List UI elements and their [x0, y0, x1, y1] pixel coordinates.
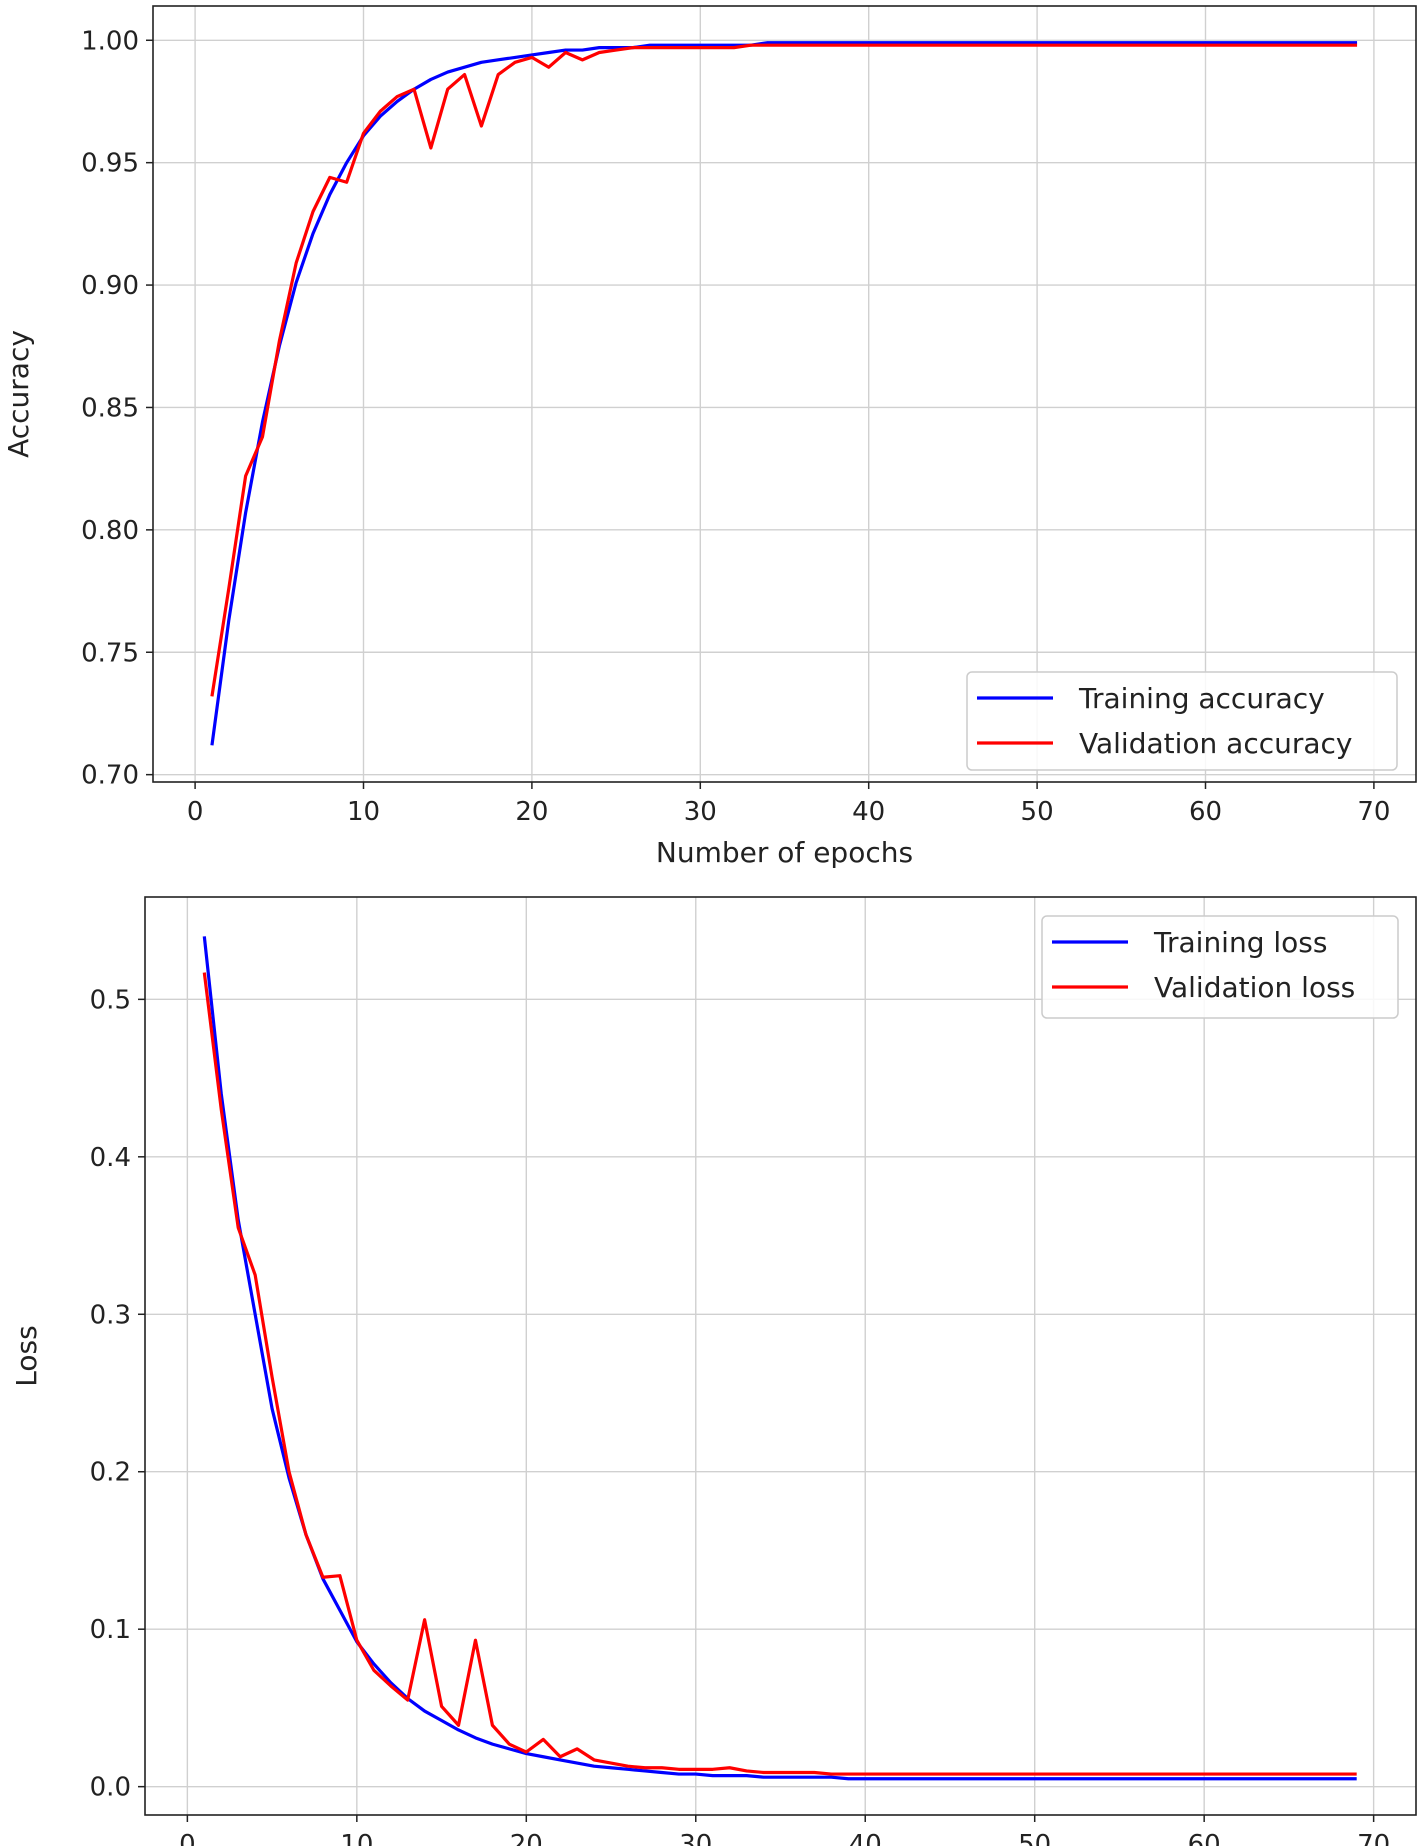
legend-label: Training accuracy [1078, 682, 1325, 715]
y-tick-label: 0.5 [90, 985, 131, 1015]
legend-box [1041, 915, 1399, 1019]
chart-panel-1: 0 10 20 30 40 50 60 70 0.70 0.75 0.80 0.85 0.90 0.95 1… [2, 5, 1417, 869]
series-line-training-accuracy [210, 41, 1358, 746]
x-tick-label: 40 [852, 797, 885, 827]
y-tick-label: 0.0 [90, 1773, 131, 1803]
series-line-validation-loss [202, 972, 1357, 1776]
y-tick-label: 0.3 [90, 1300, 131, 1330]
x-tick-label: 10 [340, 1830, 373, 1846]
y-tick-label: 0.75 [81, 638, 139, 668]
x-tick-label: 0 [187, 797, 204, 827]
x-tick-label: 60 [1189, 797, 1222, 827]
legend: Training accuracy Validation accuracy [966, 671, 1398, 771]
y-tick-label: 0.95 [81, 149, 139, 179]
series-line-training-loss [202, 936, 1357, 1781]
y-axis-label: Accuracy [2, 330, 35, 458]
x-tick-label: 20 [515, 797, 548, 827]
plot-frame [152, 5, 1417, 783]
y-tick-label: 0.80 [81, 516, 139, 546]
y-tick-label: 0.1 [90, 1615, 131, 1645]
x-tick-label: 0 [179, 1830, 196, 1846]
x-axis-label: Number of epochs [656, 836, 913, 869]
x-tick-label: 70 [1357, 1830, 1390, 1846]
chart-panel-2: 0102030405060700.00.10.20.30.40.5Number … [10, 896, 1417, 1846]
y-tick-label: 0.85 [81, 393, 139, 423]
x-tick-label: 50 [1018, 1830, 1051, 1846]
x-tick-label: 50 [1021, 797, 1054, 827]
y-tick-label: 0.4 [90, 1143, 131, 1173]
y-axis-label: Loss [10, 1325, 43, 1386]
legend-label: Training loss [1153, 926, 1327, 959]
y-tick-label: 0.2 [90, 1458, 131, 1488]
x-tick-label: 40 [849, 1830, 882, 1846]
x-tick-label: 70 [1357, 797, 1390, 827]
plot-frame [144, 896, 1417, 1816]
y-tick-label: 0.90 [81, 271, 139, 301]
series-line-validation-accuracy [210, 43, 1358, 697]
legend-label: Validation accuracy [1079, 727, 1353, 760]
x-tick-label: 30 [679, 1830, 712, 1846]
x-tick-label: 30 [684, 797, 717, 827]
y-tick-label: 0.70 [81, 761, 139, 791]
legend-label: Validation loss [1154, 971, 1355, 1004]
y-tick-label: 1.00 [81, 26, 139, 56]
x-tick-label: 20 [510, 1830, 543, 1846]
legend-box [966, 671, 1398, 771]
x-tick-label: 10 [347, 797, 380, 827]
x-tick-label: 60 [1188, 1830, 1221, 1846]
legend: Training loss Validation loss [1041, 915, 1399, 1019]
